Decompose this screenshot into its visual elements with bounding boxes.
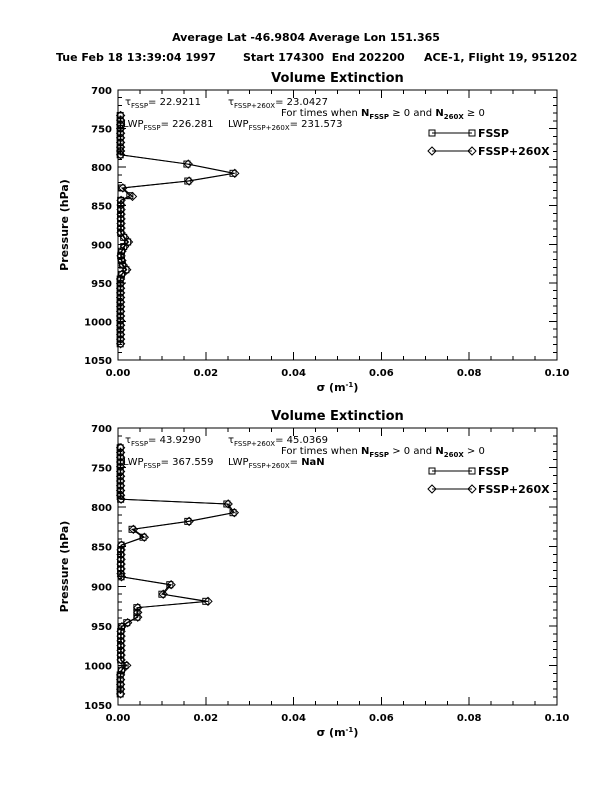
annotation-lwp-fssp-260x: LWPFSSP+260X= NaN <box>228 457 325 470</box>
x-tick-label: 0.08 <box>457 368 482 379</box>
plot-2: Volume Extinction 0.00 0.02 0.04 0.06 0.08 0.1… <box>58 409 569 739</box>
y-axis-label: Pressure (hPa) <box>58 179 71 271</box>
annotation-lwp-fssp-260x: LWPFSSP+260X= 231.573 <box>228 119 343 132</box>
legend: FSSP FSSP+260X <box>427 127 550 158</box>
x-tick-label: 0.00 <box>106 368 131 379</box>
annotation-condition: For times when NFSSP ≥ 0 and N260X ≥ 0 <box>281 108 485 121</box>
annotation-tau-fssp-260x: τFSSP+260X= 45.0369 <box>228 435 328 448</box>
y-tick-label: 800 <box>91 163 112 174</box>
plot-title: Volume Extinction <box>271 409 404 424</box>
annotation-tau-fssp: τFSSP= 43.9290 <box>125 435 201 448</box>
x-tick-label: 0.06 <box>369 368 394 379</box>
annotation-tau-fssp: τFSSP= 22.9211 <box>125 97 201 110</box>
y-tick-label: 1000 <box>84 661 112 672</box>
series-fssp-260x <box>115 443 240 699</box>
y-axis-label: Pressure (hPa) <box>58 521 71 613</box>
y-tick-label: 1050 <box>84 356 112 367</box>
plot-1: Volume Extinction 0.00 0.02 0.04 0.06 0.08 0.1… <box>58 71 569 394</box>
legend-label: FSSP+260X <box>478 483 550 496</box>
legend: FSSP FSSP+260X <box>427 465 550 496</box>
x-tick-label: 0.02 <box>193 368 218 379</box>
x-tick-label: 0.00 <box>106 713 131 724</box>
plot-title: Volume Extinction <box>271 71 404 86</box>
series-fssp-260x <box>115 110 240 349</box>
y-tick-label: 850 <box>91 202 112 213</box>
x-tick-label: 0.08 <box>457 713 482 724</box>
axes: 0.00 0.02 0.04 0.06 0.08 0.10 700 750 800 850 900 9… <box>84 424 569 724</box>
y-tick-label: 800 <box>91 503 112 514</box>
header-timestamp: Tue Feb 18 13:39:04 1997 <box>56 51 216 64</box>
series-fssp <box>116 444 237 698</box>
y-tick-label: 850 <box>91 543 112 554</box>
x-tick-label: 0.04 <box>281 368 306 379</box>
y-tick-label: 950 <box>91 622 112 633</box>
annotation-condition: For times when NFSSP > 0 and N260X > 0 <box>281 446 485 459</box>
x-tick-label: 0.06 <box>369 713 394 724</box>
y-tick-label: 700 <box>91 86 112 97</box>
x-axis-label: σ (m-1) <box>317 381 359 394</box>
annotation-lwp-fssp: LWPFSSP= 367.559 <box>123 457 214 470</box>
annotation-tau-fssp-260x: τFSSP+260X= 23.0427 <box>228 97 328 110</box>
y-tick-label: 900 <box>91 240 112 251</box>
y-tick-label: 750 <box>91 125 112 136</box>
legend-label: FSSP+260X <box>478 145 550 158</box>
header-start-end: Start 174300 End 202200 <box>243 51 405 64</box>
x-tick-label: 0.10 <box>545 713 570 724</box>
legend-label: FSSP <box>478 127 509 140</box>
annotation-lwp-fssp: LWPFSSP= 226.281 <box>123 119 214 132</box>
legend-label: FSSP <box>478 465 509 478</box>
y-tick-label: 750 <box>91 464 112 475</box>
header-flight-id: ACE-1, Flight 19, 951202 <box>424 51 578 64</box>
header-average-lat-lon: Average Lat -46.9804 Average Lon 151.365 <box>172 31 440 44</box>
y-tick-label: 700 <box>91 424 112 435</box>
x-tick-label: 0.04 <box>281 713 306 724</box>
y-tick-label: 1050 <box>84 701 112 712</box>
x-tick-label: 0.02 <box>193 713 218 724</box>
y-tick-label: 1000 <box>84 317 112 328</box>
y-tick-label: 900 <box>91 582 112 593</box>
x-axis-label: σ (m-1) <box>317 726 359 739</box>
x-tick-label: 0.10 <box>545 368 570 379</box>
y-tick-label: 950 <box>91 279 112 290</box>
series-fssp <box>116 111 237 348</box>
